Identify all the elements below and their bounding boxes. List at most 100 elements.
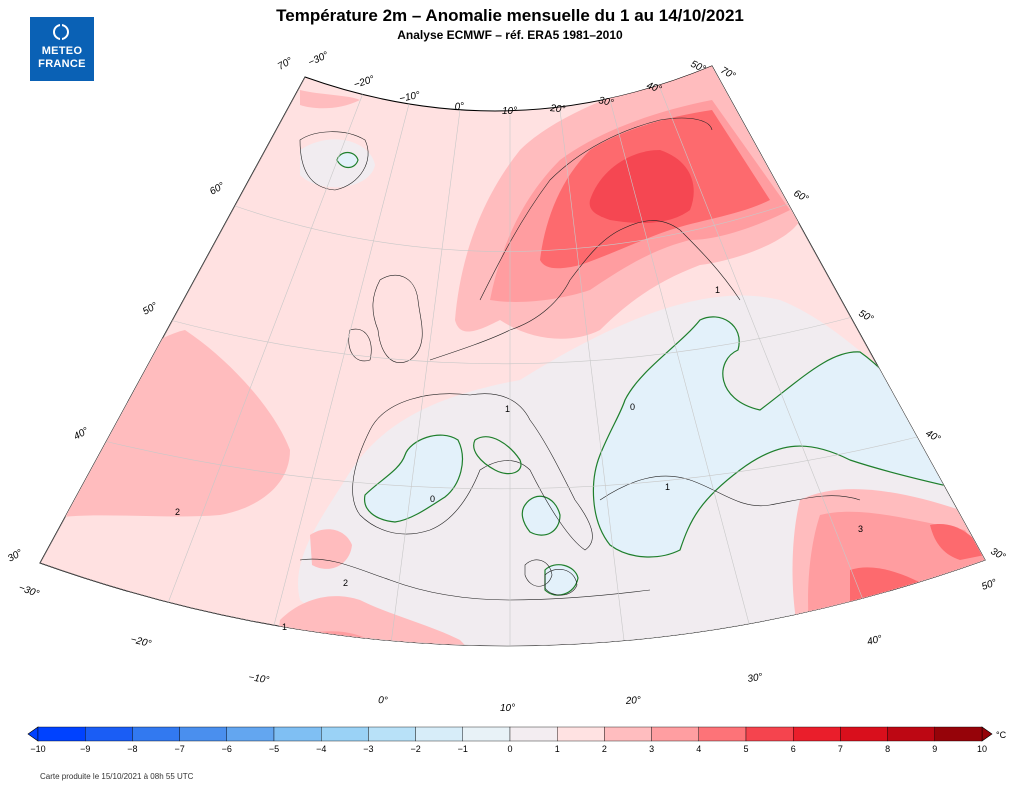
colorbar-cell	[132, 726, 180, 742]
colorbar-cell	[887, 726, 935, 742]
lon-label-bottom: −20°	[129, 634, 152, 650]
logo-line-1: METEO	[41, 45, 83, 57]
lat-label-left: 50°	[141, 301, 160, 318]
colorbar-cell	[37, 726, 86, 742]
colorbar-tick-label: 5	[743, 744, 748, 754]
colorbar-tick-label: 4	[696, 744, 701, 754]
contour-label: 2	[343, 578, 348, 588]
colorbar-cell	[415, 726, 464, 742]
colorbar: −10 −9 −8 −7 −6 −5 −4 −3 −2 −1 0 1 2 3 4 5 6 7 8 9 10 °C	[27, 726, 1007, 754]
colorbar-tick-label: 9	[932, 744, 937, 754]
anomaly-area-4-5-turkey	[850, 567, 950, 640]
colorbar-cell	[84, 726, 133, 742]
colorbar-max-arrow	[981, 726, 993, 742]
colorbar-tick-label: −2	[410, 744, 420, 754]
colorbar-cell	[934, 726, 983, 742]
contour-label: 1	[282, 622, 287, 632]
colorbar-tick-label: 3	[649, 744, 654, 754]
contour-label: 2	[175, 507, 180, 517]
anomaly-area-2-3-morocco	[310, 529, 352, 569]
colorbar-cell	[557, 726, 605, 742]
lon-label-bottom: 0°	[378, 695, 388, 707]
colorbar-tick-label: 8	[885, 744, 890, 754]
colorbar-cell	[462, 726, 511, 742]
lat-label-right: 70°	[719, 65, 738, 82]
colorbar-cell	[509, 726, 558, 742]
anomaly-area-4-5-caucasus	[930, 524, 985, 560]
colorbar-tick-label: −9	[80, 744, 90, 754]
colorbar-cell	[698, 726, 747, 742]
colorbar-unit: °C	[996, 730, 1007, 740]
colorbar-cell	[368, 726, 416, 742]
contour-label: 0	[430, 494, 435, 504]
contour-label: 1	[665, 482, 670, 492]
colorbar-tick-label: −5	[269, 744, 279, 754]
anomaly-area-0-1-iceland	[300, 139, 375, 188]
colorbar-cell	[651, 726, 699, 742]
colorbar-cell	[273, 726, 322, 742]
colorbar-cell	[604, 726, 652, 742]
anomaly-area-negative-france	[364, 434, 464, 523]
lat-label-left: 30°	[6, 548, 25, 565]
colorbar-cell	[793, 726, 841, 742]
contour-label: 3	[858, 524, 863, 534]
lat-label-left: 70°	[276, 56, 295, 73]
contour-label: 1	[715, 285, 720, 295]
colorbar-cell	[226, 726, 275, 742]
colorbar-tick-label: −10	[30, 744, 45, 754]
map-title: Température 2m – Anomalie mensuelle du 1…	[276, 6, 744, 25]
colorbar-cell	[179, 726, 228, 742]
lon-label-bottom: 40°	[866, 634, 883, 648]
meteo-france-logo: METEO FRANCE	[30, 17, 94, 81]
colorbar-tick-label: 10	[977, 744, 987, 754]
anomaly-area-negative-east	[592, 316, 967, 558]
lon-label-top: 30°	[597, 95, 614, 109]
map-subtitle: Analyse ECMWF – réf. ERA5 1981–2010	[397, 28, 623, 42]
lon-label-bottom: −10°	[248, 672, 270, 686]
lat-label-right: 40°	[924, 428, 943, 445]
logo-emblem-icon	[53, 24, 69, 40]
lat-label-left: 60°	[208, 181, 227, 198]
colorbar-cell	[745, 726, 794, 742]
anomaly-area-2-3-atlantic	[40, 330, 290, 520]
colorbar-cell	[840, 726, 888, 742]
production-credit: Carte produite le 15/10/2021 à 08h 55 UT…	[40, 772, 194, 781]
colorbar-tick-label: 2	[602, 744, 607, 754]
lat-label-right: 30°	[989, 546, 1008, 563]
latitude-labels: 70° 60° 50° 40° 30° 70° 60° 50° 40° 30°	[6, 56, 1007, 565]
lat-label-left: 40°	[72, 426, 91, 443]
lat-label-right: 60°	[792, 188, 811, 205]
colorbar-tick-label: −8	[127, 744, 137, 754]
lon-label-top: 40°	[645, 80, 663, 95]
lon-label-top: 20°	[549, 103, 566, 116]
colorbar-tick-label: −6	[222, 744, 232, 754]
lon-label-bottom: 50°	[980, 577, 998, 593]
colorbar-tick-label: −1	[458, 744, 468, 754]
colorbar-tick-label: −7	[174, 744, 184, 754]
anomaly-area-negative-iceland	[336, 151, 359, 169]
lon-label-bottom: 20°	[624, 695, 641, 707]
lon-label-top: −20°	[353, 74, 376, 91]
longitude-labels-bottom: −30° −20° −10° 0° 10° 20° 30° 40° 50°	[17, 577, 998, 714]
lon-label-bottom: −30°	[17, 582, 40, 600]
colorbar-cell	[321, 726, 369, 742]
lon-label-top: −30°	[307, 50, 331, 69]
contour-labels: 2 1 0 1 3 2 1 0 1	[175, 285, 863, 632]
colorbar-tick-label: 7	[838, 744, 843, 754]
colorbar-tick-label: 6	[791, 744, 796, 754]
anomaly-area-2-3-greenland-sea	[300, 90, 360, 109]
colorbar-tick-label: 1	[555, 744, 560, 754]
logo-line-2: FRANCE	[38, 58, 86, 70]
colorbar-tick-label: 0	[507, 744, 512, 754]
contour-label: 0	[630, 402, 635, 412]
lon-label-bottom: 10°	[500, 703, 515, 714]
lon-label-bottom: 30°	[747, 672, 764, 685]
lon-label-top: 0°	[454, 101, 465, 113]
lon-label-top: 10°	[502, 106, 517, 117]
zero-contour-lines	[473, 436, 522, 475]
colorbar-tick-label: −3	[363, 744, 373, 754]
colorbar-min-arrow	[27, 726, 39, 742]
lat-label-right: 50°	[857, 308, 876, 325]
lon-label-top: −10°	[398, 90, 421, 105]
